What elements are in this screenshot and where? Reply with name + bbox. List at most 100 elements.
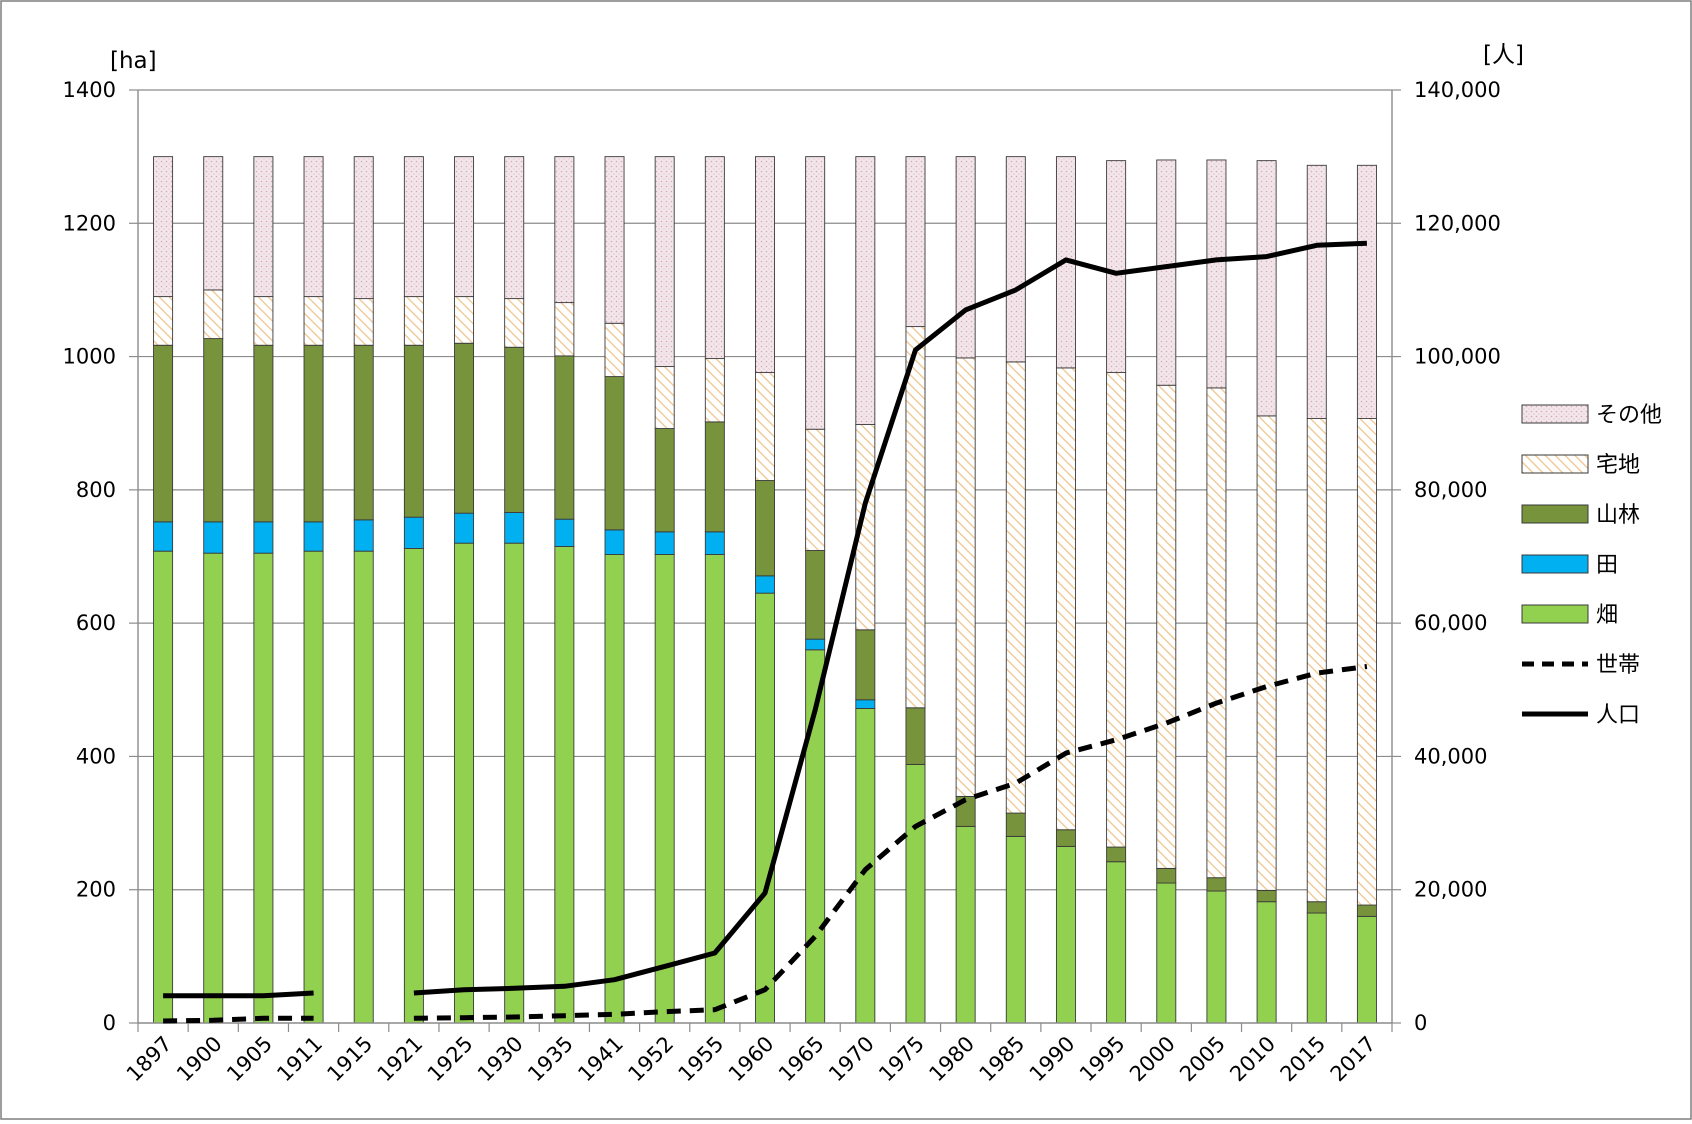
right-tick-label: 140,000 xyxy=(1414,78,1501,102)
left-tick-label: 1000 xyxy=(63,345,116,369)
bar-segment xyxy=(153,521,174,552)
bar-segment xyxy=(403,344,424,518)
bar-segment xyxy=(1206,159,1227,389)
series-line xyxy=(163,240,1367,999)
bar-segment xyxy=(1055,367,1076,831)
lines xyxy=(163,240,1368,1024)
bar-segment xyxy=(353,298,374,346)
bar-segment xyxy=(1106,861,1127,1024)
bar-segment xyxy=(203,156,224,291)
bar-segment xyxy=(303,156,324,298)
bar-segment xyxy=(955,357,976,797)
bar-segment xyxy=(504,346,525,513)
bar-segment xyxy=(504,542,525,1024)
bar-segment xyxy=(454,512,475,544)
bar-segment xyxy=(755,156,775,374)
bar-segment xyxy=(704,156,725,360)
bar-segment xyxy=(1306,164,1327,419)
bar-segment xyxy=(905,707,926,765)
bar-segment xyxy=(1106,372,1127,848)
bar-segment xyxy=(253,296,274,346)
bar-segment xyxy=(1356,418,1377,906)
bar-segment xyxy=(1055,845,1076,1024)
bar-segment xyxy=(554,302,575,357)
left-axis-unit: [ha] xyxy=(110,48,157,74)
bar-segment xyxy=(303,296,324,346)
bar-segment xyxy=(755,372,775,481)
legend-label: その他 xyxy=(1596,403,1662,428)
left-tick-label: 800 xyxy=(76,478,116,502)
bar-segment xyxy=(654,428,675,533)
bar-segment xyxy=(203,289,224,340)
right-tick-label: 60,000 xyxy=(1414,611,1487,635)
bar-segment xyxy=(704,421,725,533)
bar-segment xyxy=(1156,867,1177,884)
bar-segment xyxy=(253,521,274,554)
left-tick-label: 400 xyxy=(76,744,116,768)
right-tick-label: 40,000 xyxy=(1414,744,1487,768)
left-tick-label: 600 xyxy=(76,611,116,635)
bar-segment xyxy=(1156,159,1177,386)
bar-segment xyxy=(253,156,274,298)
bar-segment xyxy=(403,296,424,346)
bar-segment xyxy=(153,550,174,1024)
bar-segment xyxy=(755,575,775,594)
bar-segment xyxy=(1005,156,1026,363)
bar-segment xyxy=(554,518,575,547)
bar-segment xyxy=(454,342,475,514)
bar-segment xyxy=(1256,901,1277,1024)
bar-segment xyxy=(203,552,224,1024)
bar-segment xyxy=(1306,901,1327,914)
bar-segment xyxy=(454,156,475,298)
bar-segment xyxy=(654,156,675,368)
bar-segment xyxy=(704,358,725,423)
bar-segment xyxy=(353,519,374,552)
axis-labels: [ha] [人] xyxy=(110,42,1524,74)
bar-segment xyxy=(1356,915,1377,1024)
bar-segment xyxy=(1206,387,1227,879)
bar-segment xyxy=(353,156,374,300)
bar-segment xyxy=(805,156,826,430)
bar-segment xyxy=(153,296,174,346)
bar-segment xyxy=(353,550,374,1024)
bar-segment xyxy=(1005,835,1026,1024)
bar-segment xyxy=(1206,877,1227,892)
bar-segment xyxy=(303,550,324,1024)
bar-segment xyxy=(604,376,625,531)
series-line xyxy=(163,664,1368,1024)
left-tick-label: 200 xyxy=(76,878,116,902)
legend-label: 山林 xyxy=(1596,503,1640,528)
bar-segment xyxy=(353,344,374,521)
bar-segment xyxy=(1005,361,1026,814)
bar-segment xyxy=(1156,882,1177,1024)
bars xyxy=(153,156,1377,1024)
legend-label: 宅地 xyxy=(1596,453,1640,478)
bar-segment xyxy=(1156,384,1177,869)
bar-segment xyxy=(654,531,675,555)
bar-segment xyxy=(153,344,174,523)
bar-segment xyxy=(1256,889,1277,903)
bar-segment xyxy=(654,366,675,429)
bar-segment xyxy=(905,156,926,328)
bar-segment xyxy=(554,546,575,1024)
legend-swatch xyxy=(1521,554,1589,574)
bar-segment xyxy=(755,480,775,577)
bar-segment xyxy=(1356,164,1377,419)
bar-segment xyxy=(1055,829,1076,847)
bar-segment xyxy=(805,550,826,640)
bar-segment xyxy=(855,629,876,701)
bar-segment xyxy=(905,326,926,709)
bar-segment xyxy=(955,825,976,1024)
right-tick-label: 0 xyxy=(1414,1011,1427,1035)
bar-segment xyxy=(1256,415,1277,891)
legend-label: 畑 xyxy=(1596,603,1618,628)
right-tick-label: 100,000 xyxy=(1414,345,1501,369)
bar-segment xyxy=(1306,418,1327,903)
legend-label: 人口 xyxy=(1596,703,1640,728)
left-tick-label: 1400 xyxy=(63,78,116,102)
bar-segment xyxy=(805,638,826,651)
right-tick-label: 120,000 xyxy=(1414,211,1501,235)
right-tick-label: 20,000 xyxy=(1414,878,1487,902)
bar-segment xyxy=(554,355,575,520)
